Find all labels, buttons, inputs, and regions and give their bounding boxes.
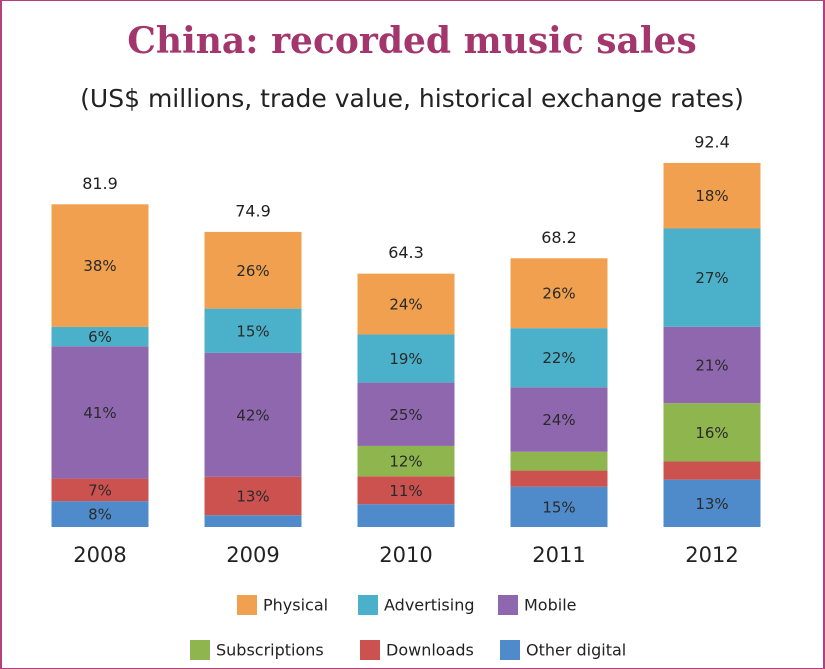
legend-label: Subscriptions	[216, 641, 324, 660]
total-label: 68.2	[541, 228, 577, 247]
bar-segment	[510, 451, 608, 471]
total-label: 74.9	[235, 201, 271, 220]
chart-title: China: recorded music sales	[127, 20, 696, 62]
segment-label: 8%	[88, 506, 112, 524]
legend-swatch	[498, 595, 518, 615]
total-label: 81.9	[82, 174, 118, 193]
bar-segment	[663, 461, 761, 480]
segment-label: 13%	[695, 495, 728, 513]
legend-swatch	[360, 640, 380, 660]
segment-label: 25%	[389, 406, 422, 424]
bar-segment	[51, 346, 149, 479]
legend-label: Downloads	[386, 641, 474, 660]
segment-label: 12%	[389, 453, 422, 471]
legend-label: Mobile	[524, 596, 576, 615]
bar-segment	[357, 273, 455, 335]
segment-label: 38%	[83, 257, 116, 275]
bar-segment	[357, 476, 455, 505]
bar-segment	[510, 387, 608, 452]
bar-segment	[510, 328, 608, 388]
bar-segment	[51, 501, 149, 527]
segment-label: 15%	[542, 498, 575, 516]
segment-label: 24%	[389, 296, 422, 314]
segment-label: 22%	[542, 349, 575, 367]
segment-label: 24%	[542, 411, 575, 429]
legend-label: Other digital	[526, 641, 626, 660]
bar-segment	[204, 231, 302, 309]
legend-swatch	[358, 595, 378, 615]
bar-segment	[663, 479, 761, 527]
bar-segment	[357, 504, 455, 527]
legend-swatch	[500, 640, 520, 660]
bar-segment	[663, 162, 761, 229]
x-tick-label: 2009	[226, 543, 279, 567]
segment-label: 13%	[236, 488, 269, 506]
x-tick-label: 2008	[73, 543, 126, 567]
bar-segment	[357, 382, 455, 446]
bar-segment	[204, 352, 302, 477]
bar-segment	[663, 326, 761, 404]
x-tick-label: 2010	[379, 543, 432, 567]
chart-subtitle: (US$ millions, trade value, historical e…	[80, 84, 744, 113]
total-label: 92.4	[694, 132, 730, 151]
bar-segment	[510, 486, 608, 527]
bar-segment	[204, 476, 302, 516]
bar-segment	[663, 228, 761, 327]
bar-segment	[51, 478, 149, 502]
segment-label: 41%	[83, 404, 116, 422]
bar-segment	[510, 470, 608, 487]
segment-label: 21%	[695, 356, 728, 374]
segment-label: 11%	[389, 482, 422, 500]
segment-label: 6%	[88, 328, 112, 346]
legend-swatch	[237, 595, 257, 615]
segment-label: 18%	[695, 187, 728, 205]
segment-label: 16%	[695, 424, 728, 442]
segment-label: 27%	[695, 269, 728, 287]
bar-segment	[204, 515, 302, 527]
segment-label: 15%	[236, 322, 269, 340]
legend-label: Advertising	[384, 596, 475, 615]
legend-label: Physical	[263, 596, 328, 615]
bar-segment	[204, 308, 302, 353]
bar-segment	[663, 403, 761, 462]
total-label: 64.3	[388, 243, 424, 262]
x-tick-label: 2011	[532, 543, 585, 567]
segment-label: 42%	[236, 406, 269, 424]
segment-label: 26%	[236, 262, 269, 280]
bar-segment	[51, 204, 149, 327]
bar-segment	[357, 334, 455, 383]
segment-label: 19%	[389, 350, 422, 368]
segment-label: 7%	[88, 481, 112, 499]
x-tick-label: 2012	[685, 543, 738, 567]
bar-segment	[510, 258, 608, 329]
bar-segment	[357, 445, 455, 477]
legend-swatch	[190, 640, 210, 660]
segment-label: 26%	[542, 285, 575, 303]
bar-segment	[51, 326, 149, 347]
